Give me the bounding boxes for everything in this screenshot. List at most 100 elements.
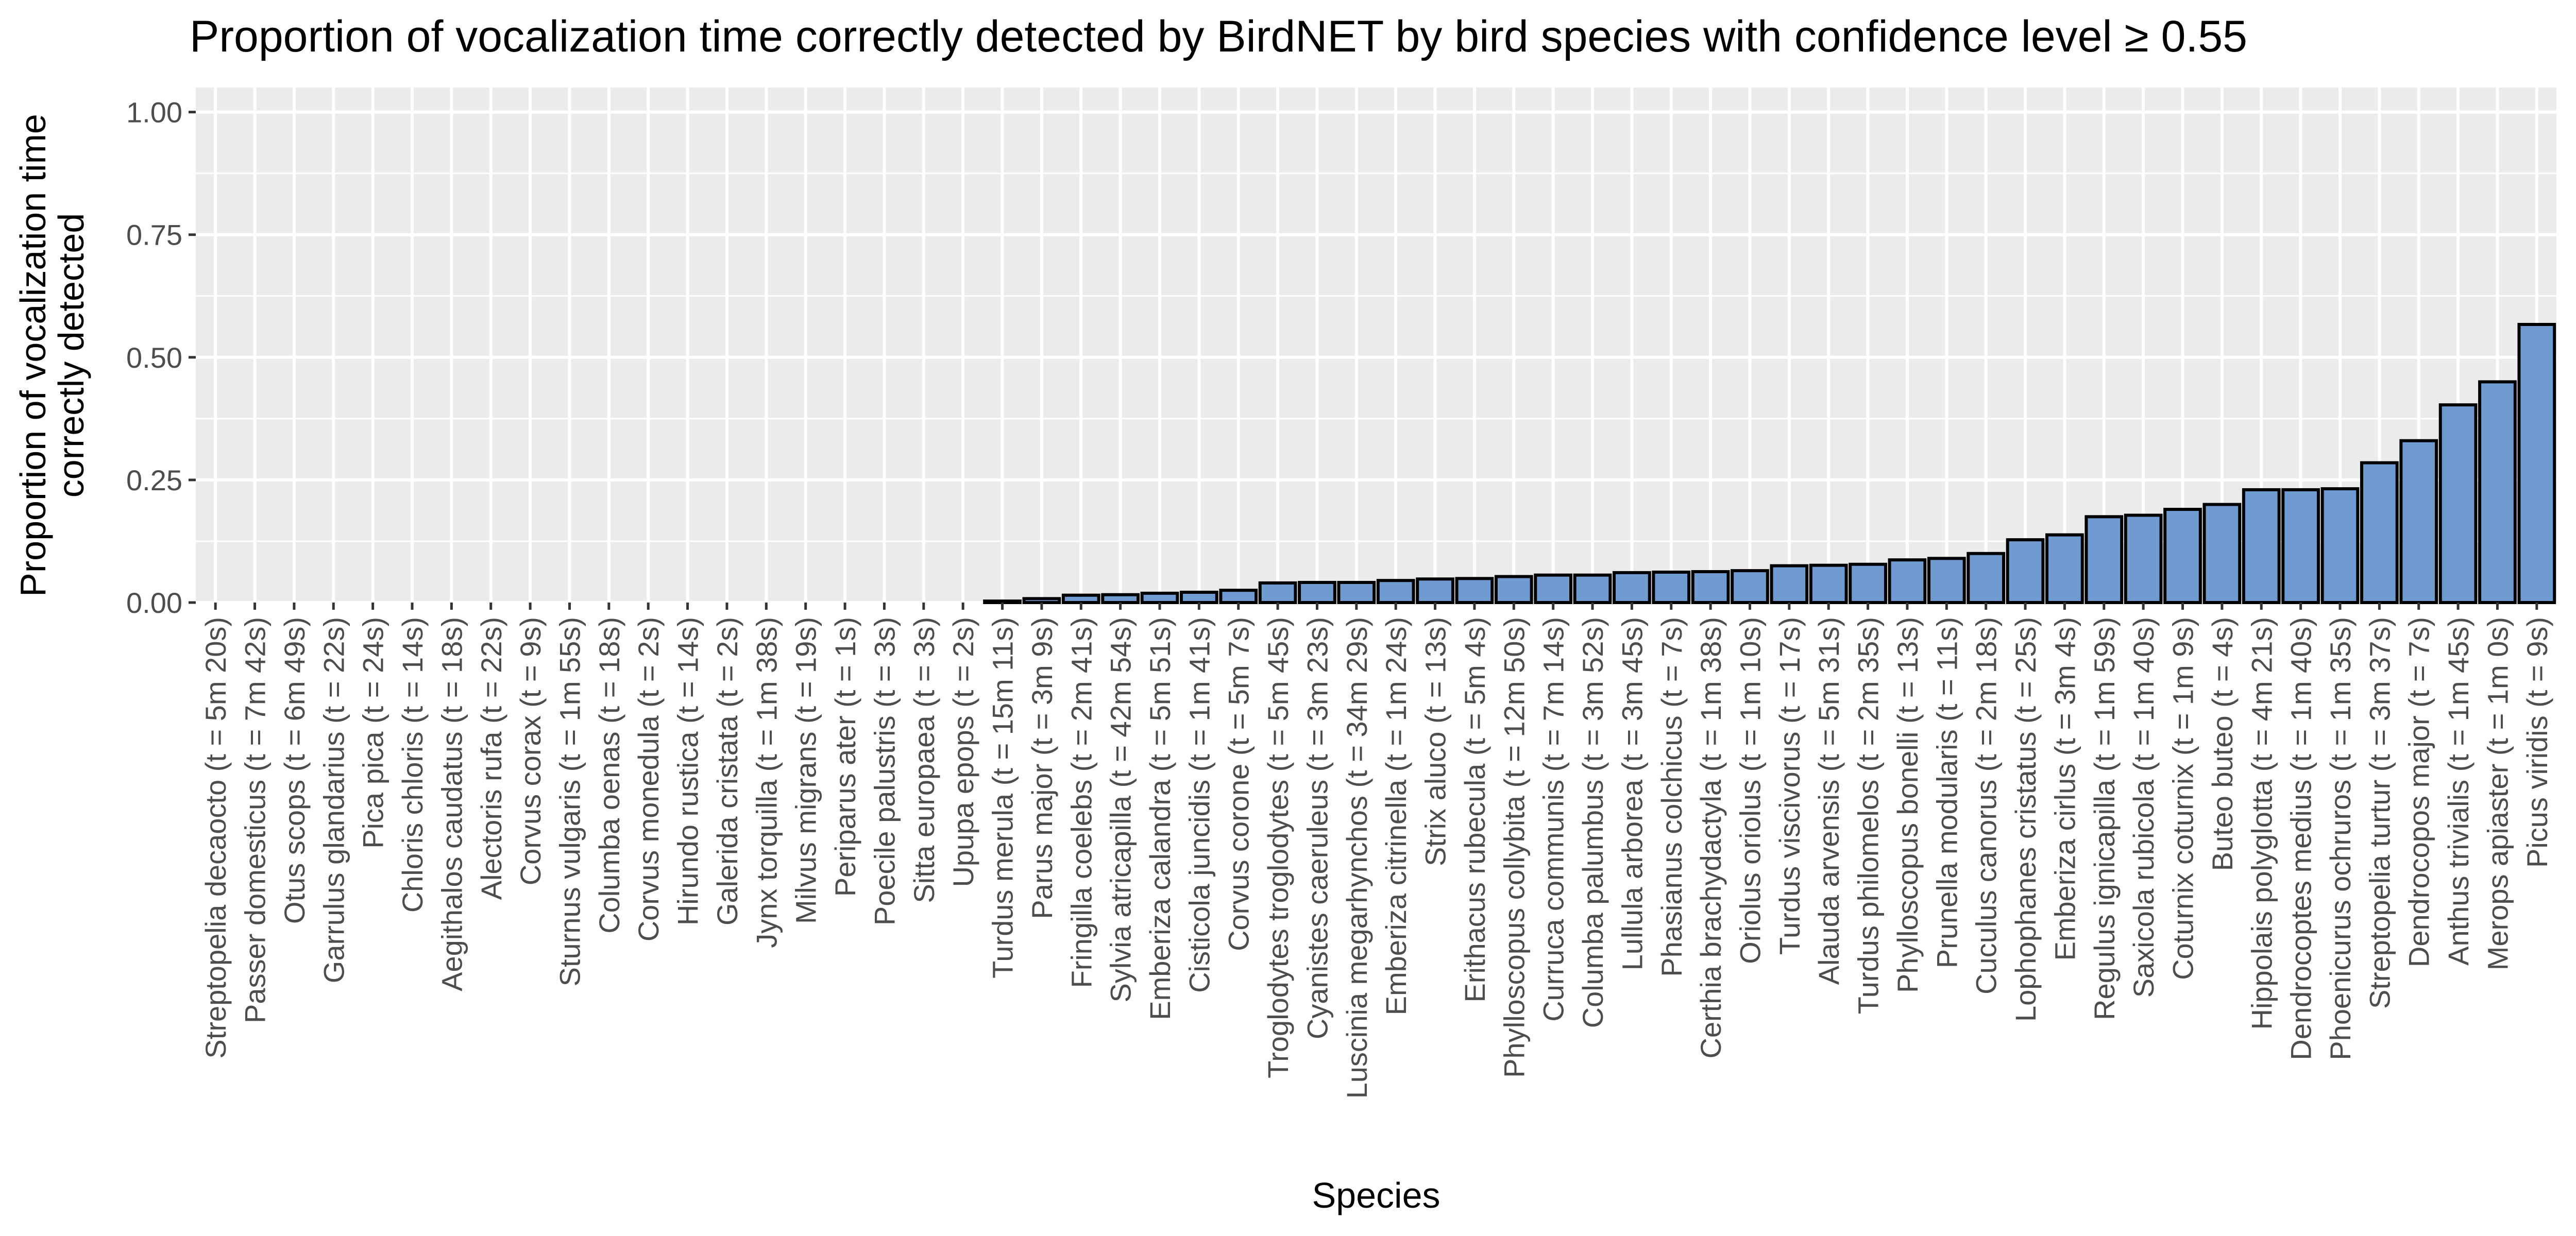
bar xyxy=(1179,591,1218,604)
bar xyxy=(1849,562,1887,604)
x-tick-label: Curruca communis (t = 7m 14s) xyxy=(1537,617,1570,1022)
y-tick-label: 0.75 xyxy=(126,219,182,251)
x-tick-label: Chloris chloris (t = 14s) xyxy=(396,617,429,913)
x-tick-label: Corvus corax (t = 9s) xyxy=(514,617,547,885)
plot-panel xyxy=(196,88,2556,603)
bar xyxy=(2045,533,2084,604)
x-tick-label: Corvus monedula (t = 2s) xyxy=(632,617,665,941)
x-tick-label: Saxicola rubicola (t = 1m 40s) xyxy=(2127,617,2160,998)
x-tick-label: Cuculus canorus (t = 2m 18s) xyxy=(1970,617,2003,994)
x-tick-label: Lullula arborea (t = 3m 45s) xyxy=(1616,617,1648,970)
x-tick-label: Streptopelia turtur (t = 3m 37s) xyxy=(2363,617,2396,1009)
x-tick-label: Erithacus rubecula (t = 5m 4s) xyxy=(1459,617,1491,1003)
bar xyxy=(983,599,1022,604)
bar xyxy=(1613,571,1651,605)
x-tick-label: Dendrocoptes medius (t = 1m 40s) xyxy=(2285,617,2317,1060)
x-tick-label: Otus scops (t = 6m 49s) xyxy=(278,617,311,924)
y-tick-label: 0.25 xyxy=(126,464,182,496)
x-tick-label: Fringilla coelebs (t = 2m 41s) xyxy=(1065,617,1097,988)
x-tick-label: Certhia brachydactyla (t = 1m 38s) xyxy=(1694,617,1727,1058)
x-tick-label: Aegithalos caudatus (t = 18s) xyxy=(435,617,468,991)
bar xyxy=(2438,403,2478,604)
x-tick-label: Phylloscopus bonelli (t = 13s) xyxy=(1891,617,1924,993)
bar xyxy=(2202,503,2242,604)
x-tick-label: Columba palumbus (t = 3m 52s) xyxy=(1577,617,1609,1028)
x-tick-label: Upupa epops (t = 2s) xyxy=(947,617,979,887)
x-tick-label: Passer domesticus (t = 7m 42s) xyxy=(239,617,272,1023)
x-tick-label: Merops apiaster (t = 1m 0s) xyxy=(2481,617,2514,970)
bar xyxy=(1376,579,1415,604)
bar xyxy=(2399,439,2438,604)
x-tick-label: Alauda arvensis (t = 5m 31s) xyxy=(1812,617,1845,985)
x-tick-label: Streptopelia decaocto (t = 5m 20s) xyxy=(199,617,232,1059)
x-tick-label: Periparus ater (t = 1s) xyxy=(829,617,861,897)
bar xyxy=(2360,461,2399,604)
chart-title: Proportion of vocalization time correctl… xyxy=(190,12,2247,61)
bar xyxy=(2006,538,2045,604)
x-tick-label: Cyanistes caeruleus (t = 3m 23s) xyxy=(1301,617,1333,1039)
bar xyxy=(1573,573,1612,604)
bar xyxy=(1927,557,1966,605)
x-tick-label: Oriolus oriolus (t = 1m 10s) xyxy=(1734,617,1766,964)
bars xyxy=(983,323,2556,605)
x-tick-label: Turdus viscivorus (t = 17s) xyxy=(1773,617,1806,955)
bar xyxy=(1967,552,2006,605)
x-tick-label: Corvus corone (t = 5m 7s) xyxy=(1223,617,1255,951)
bar xyxy=(2124,513,2163,604)
x-tick-label: Hippolais polyglotta (t = 4m 21s) xyxy=(2245,617,2278,1030)
x-tick-label: Regulus ignicapilla (t = 1m 59s) xyxy=(2088,617,2121,1020)
bar xyxy=(2084,515,2124,604)
bar xyxy=(2517,323,2556,604)
x-tick-label: Coturnix coturnix (t = 1m 9s) xyxy=(2167,617,2199,980)
bar xyxy=(2281,488,2320,605)
bar xyxy=(1219,589,1258,604)
x-tick-label: Emberiza cirlus (t = 3m 4s) xyxy=(2048,617,2081,961)
bar xyxy=(1140,591,1179,605)
bar xyxy=(1731,569,1769,604)
x-axis: Streptopelia decaocto (t = 5m 20s) Passer… xyxy=(199,603,2553,1098)
bar xyxy=(1652,570,1691,605)
grid-major xyxy=(196,88,2556,604)
bar xyxy=(1258,581,1297,605)
x-tick-label: Sturnus vulgaris (t = 1m 55s) xyxy=(553,617,586,986)
x-tick-label: Prunella modularis (t = 11s) xyxy=(1930,617,1963,968)
bar xyxy=(2242,488,2281,605)
bar xyxy=(1061,593,1100,604)
x-tick-label: Buteo buteo (t = 4s) xyxy=(2206,617,2239,871)
x-tick-label: Phylloscopus collybita (t = 12m 50s) xyxy=(1498,617,1530,1078)
bar xyxy=(1022,597,1061,605)
x-tick-label: Turdus philomelos (t = 2m 35s) xyxy=(1852,617,1885,1014)
bar xyxy=(1888,558,1927,604)
y-axis-title-line-1: Proportion of vocalization time xyxy=(13,114,53,597)
bar xyxy=(1337,580,1376,605)
bar xyxy=(2163,508,2202,604)
bar xyxy=(1416,577,1454,605)
x-tick-label: Emberiza calandra (t = 5m 51s) xyxy=(1144,617,1176,1020)
bar xyxy=(1101,593,1140,605)
x-tick-label: Phasianus colchicus (t = 7s) xyxy=(1655,617,1688,977)
y-tick-label: 0.00 xyxy=(126,587,182,619)
bar xyxy=(1455,577,1494,605)
x-tick-label: Parus major (t = 3m 9s) xyxy=(1026,617,1058,919)
x-tick-label: Dendrocopos major (t = 7s) xyxy=(2403,617,2435,967)
x-tick-label: Turdus merula (t = 15m 11s) xyxy=(987,617,1019,978)
x-tick-label: Jynx torquilla (t = 1m 38s) xyxy=(750,617,783,948)
x-tick-label: Galerida cristata (t = 2s) xyxy=(711,617,743,925)
bar xyxy=(1534,573,1573,604)
x-tick-label: Milvus migrans (t = 19s) xyxy=(790,617,822,924)
bar xyxy=(2478,380,2517,605)
y-tick-label: 1.00 xyxy=(126,96,182,129)
bar xyxy=(1298,580,1336,605)
x-tick-label: Columba oenas (t = 18s) xyxy=(593,617,625,934)
x-tick-label: Sylvia atricapilla (t = 42m 54s) xyxy=(1105,617,1137,1003)
x-tick-label: Alectoris rufa (t = 22s) xyxy=(475,617,507,900)
x-tick-label: Sitta europaea (t = 3s) xyxy=(908,617,940,903)
x-tick-label: Pica pica (t = 24s) xyxy=(357,617,389,849)
bar xyxy=(1691,570,1730,604)
x-tick-label: Anthus trivialis (t = 1m 45s) xyxy=(2442,617,2475,966)
bar xyxy=(2320,487,2360,604)
x-tick-label: Troglodytes troglodytes (t = 5m 45s) xyxy=(1262,617,1294,1078)
x-axis-title: Species xyxy=(1312,1175,1440,1215)
x-tick-label: Garrulus glandarius (t = 22s) xyxy=(317,617,350,983)
